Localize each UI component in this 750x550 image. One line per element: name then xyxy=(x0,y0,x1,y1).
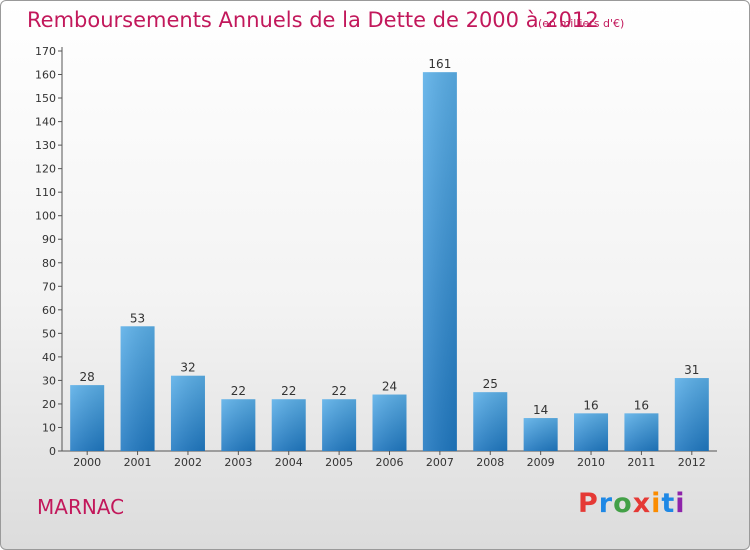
logo-letter: r xyxy=(598,488,614,519)
logo-letter: P xyxy=(578,488,599,519)
bar-value-label: 14 xyxy=(533,403,548,417)
bar-value-label: 22 xyxy=(231,384,246,398)
bar-shade xyxy=(422,72,457,452)
x-tick-label: 2000 xyxy=(73,456,101,469)
x-tick-label: 2011 xyxy=(627,456,655,469)
chart-title: Remboursements Annuels de la Dette de 20… xyxy=(27,8,599,32)
bar-shade xyxy=(322,399,357,451)
y-tick-label: 90 xyxy=(42,233,56,246)
bar-shade xyxy=(473,392,508,451)
x-tick-label: 2005 xyxy=(325,456,353,469)
x-tick-label: 2012 xyxy=(678,456,706,469)
chart-bars xyxy=(70,72,709,452)
y-tick-label: 130 xyxy=(35,139,56,152)
logo-letter: x xyxy=(632,488,652,519)
bar-shade xyxy=(170,375,205,451)
y-tick-label: 30 xyxy=(42,374,56,387)
x-tick-label: 2008 xyxy=(476,456,504,469)
bar-value-label: 53 xyxy=(130,311,145,325)
x-tick-label: 2001 xyxy=(124,456,152,469)
y-tick-label: 50 xyxy=(42,327,56,340)
bar-shade xyxy=(372,394,407,451)
bar-shade xyxy=(574,413,609,451)
x-tick-label: 2006 xyxy=(376,456,404,469)
bar-value-label: 16 xyxy=(634,398,649,412)
y-tick-label: 120 xyxy=(35,163,56,176)
bar-value-label: 28 xyxy=(80,370,95,384)
y-tick-label: 40 xyxy=(42,351,56,364)
y-tick-label: 70 xyxy=(42,280,56,293)
chart-subtitle: (en milliers d'€) xyxy=(538,17,625,30)
bar-shade xyxy=(674,378,709,451)
y-tick-label: 150 xyxy=(35,92,56,105)
x-tick-label: 2003 xyxy=(224,456,252,469)
bar-shade xyxy=(120,326,155,451)
proxiti-logo[interactable]: Proxiti xyxy=(578,488,686,519)
y-tick-label: 170 xyxy=(35,45,56,58)
town-name: MARNAC xyxy=(37,495,125,519)
x-tick-label: 2002 xyxy=(174,456,202,469)
y-tick-label: 60 xyxy=(42,304,56,317)
chart-axes: 0 10 20 30 40 50 60 70 80 90 100 110 120 130 140 150 160… xyxy=(35,45,717,458)
y-tick-label: 0 xyxy=(49,445,56,458)
bar-value-label: 22 xyxy=(331,384,346,398)
y-tick-label: 110 xyxy=(35,186,56,199)
y-tick-label: 80 xyxy=(42,257,56,270)
x-tick-label: 2007 xyxy=(426,456,454,469)
bar-shade xyxy=(70,385,105,451)
y-tick-label: 140 xyxy=(35,116,56,129)
bar-value-label: 24 xyxy=(382,380,397,394)
y-tick-label: 160 xyxy=(35,69,56,82)
logo-letter: i xyxy=(675,488,686,519)
logo-letter: o xyxy=(613,488,633,519)
y-tick-label: 100 xyxy=(35,210,56,223)
chart-labels: 28 2000 53 2001 32 2002 22 2003 22 2004 22 2005 24 20… xyxy=(73,57,706,469)
bar-shade xyxy=(523,418,558,451)
bar-value-label: 161 xyxy=(428,57,451,71)
y-tick-label: 20 xyxy=(42,398,56,411)
bar-value-label: 22 xyxy=(281,384,296,398)
bar-value-label: 16 xyxy=(583,398,598,412)
bar-value-label: 32 xyxy=(180,361,195,375)
bar-shade xyxy=(221,399,256,451)
x-tick-label: 2004 xyxy=(275,456,303,469)
bar-shade xyxy=(271,399,306,451)
bar-value-label: 25 xyxy=(483,377,498,391)
x-tick-label: 2010 xyxy=(577,456,605,469)
logo-letter: i xyxy=(651,488,662,519)
bar-shade xyxy=(624,413,659,451)
y-tick-label: 10 xyxy=(42,421,56,434)
logo-letter: t xyxy=(661,488,676,519)
bar-value-label: 31 xyxy=(684,363,699,377)
x-tick-label: 2009 xyxy=(527,456,555,469)
